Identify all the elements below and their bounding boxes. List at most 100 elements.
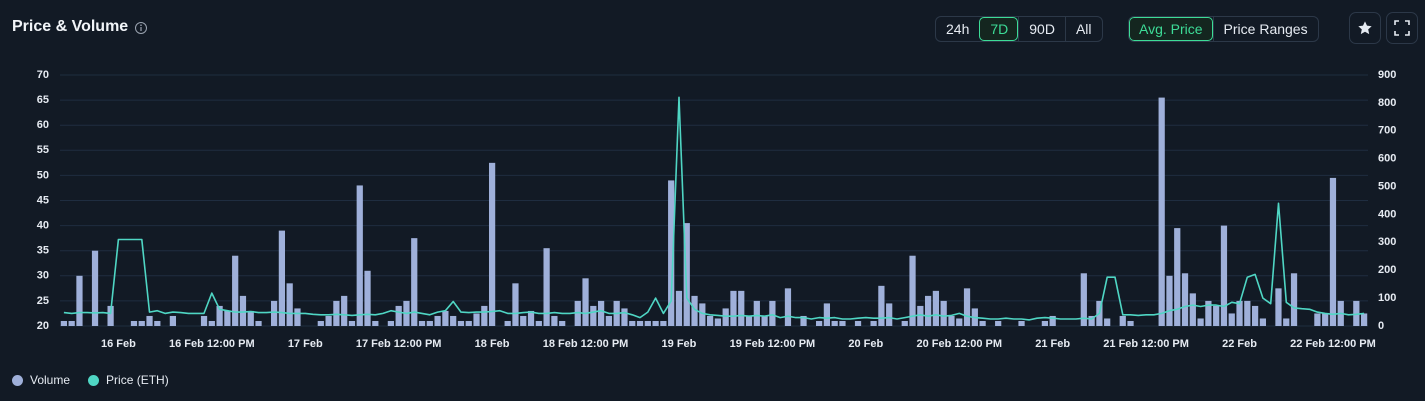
volume-bar	[60, 320, 68, 326]
volume-bar	[815, 320, 823, 326]
x-tick-label: 21 Feb	[1035, 338, 1070, 350]
volume-bar	[683, 223, 690, 326]
volume-bar	[738, 290, 745, 326]
volume-bar	[582, 278, 589, 326]
volume-bar	[317, 320, 324, 326]
volume-bar	[527, 310, 535, 326]
y2-tick-label: 100	[1378, 292, 1396, 304]
volume-bar	[154, 320, 161, 326]
volume-bar	[1127, 320, 1134, 326]
y-tick-label: 25	[37, 295, 49, 307]
volume-bar	[1353, 300, 1360, 326]
y2-tick-label: 900	[1378, 69, 1396, 81]
volume-bar	[1244, 300, 1251, 326]
volume-bar	[200, 315, 208, 326]
range-button[interactable]: 90D	[1018, 17, 1065, 41]
volume-bar	[481, 305, 488, 326]
volume-bar	[216, 305, 223, 326]
volume-bar	[512, 283, 519, 326]
volume-bar	[1104, 318, 1111, 326]
range-button[interactable]: 7D	[979, 17, 1019, 41]
volume-bar	[886, 303, 893, 326]
volume-bar	[652, 320, 659, 326]
view-button[interactable]: Price Ranges	[1212, 17, 1318, 41]
volume-bar	[924, 295, 932, 326]
volume-bar	[442, 310, 449, 326]
volume-bar	[434, 315, 441, 326]
favorite-button[interactable]	[1349, 12, 1381, 44]
volume-bar	[1041, 320, 1049, 326]
legend: Volume Price (ETH)	[12, 373, 169, 387]
y2-tick-label: 500	[1378, 180, 1396, 192]
volume-bar	[1314, 313, 1321, 326]
volume-bar	[1018, 320, 1025, 326]
volume-bar	[1322, 313, 1329, 326]
volume-bar	[387, 320, 395, 326]
y2-tick-label: 400	[1378, 208, 1396, 220]
volume-bar	[597, 300, 605, 326]
x-tick-label: 17 Feb 12:00 PM	[356, 338, 442, 350]
x-tick-label: 21 Feb 12:00 PM	[1103, 338, 1189, 350]
volume-bar	[418, 320, 426, 326]
volume-bar	[364, 270, 371, 326]
volume-bar	[1290, 273, 1298, 326]
volume-bar	[823, 303, 831, 326]
star-icon	[1358, 21, 1372, 35]
volume-bar	[1275, 288, 1282, 326]
volume-bar	[1158, 97, 1165, 326]
legend-swatch	[12, 374, 23, 386]
volume-bar	[917, 305, 924, 326]
range-button[interactable]: All	[1064, 17, 1102, 41]
volume-bar	[831, 320, 838, 326]
volume-bar	[68, 320, 75, 326]
volume-bar	[270, 300, 278, 326]
y-tick-label: 55	[37, 144, 49, 156]
volume-bar	[1283, 318, 1290, 326]
legend-label: Volume	[30, 373, 71, 387]
volume-bar	[169, 315, 177, 326]
volume-bar	[605, 315, 613, 326]
volume-bar	[878, 285, 885, 326]
x-tick-label: 16 Feb	[101, 338, 136, 350]
volume-bar	[551, 315, 558, 326]
volume-bar	[130, 320, 138, 326]
volume-bar	[948, 315, 955, 326]
volume-bar	[1080, 273, 1087, 326]
volume-bar	[1213, 305, 1220, 326]
range-button[interactable]: 24h	[946, 21, 970, 37]
info-icon[interactable]	[134, 21, 148, 35]
volume-bar	[535, 320, 542, 326]
volume-bar	[699, 303, 706, 326]
volume-bar	[146, 315, 153, 326]
volume-bar	[138, 320, 145, 326]
volume-bar	[559, 320, 566, 326]
volume-bar	[1174, 228, 1181, 326]
volume-bar	[1228, 313, 1235, 326]
x-tick-label: 22 Feb	[1222, 338, 1257, 350]
volume-bar	[341, 295, 348, 326]
volume-bar	[488, 162, 496, 326]
volume-bar	[1049, 315, 1056, 326]
legend-item: Volume	[12, 373, 70, 387]
legend-swatch	[88, 374, 100, 386]
volume-bar	[761, 315, 768, 326]
volume-bar	[1360, 313, 1368, 326]
y2-tick-label: 200	[1378, 264, 1396, 276]
volume-bar	[520, 315, 527, 326]
y2-tick-label: 700	[1378, 125, 1396, 137]
volume-bar	[224, 310, 231, 326]
y-tick-label: 40	[37, 220, 49, 232]
volume-bar	[255, 320, 262, 326]
fullscreen-button[interactable]	[1386, 12, 1418, 44]
volume-bar	[1197, 318, 1204, 326]
volume-bar	[356, 185, 363, 326]
chart-title: Price & Volume	[12, 18, 129, 35]
volume-bar	[1088, 315, 1095, 326]
x-tick-label: 20 Feb	[848, 338, 883, 350]
volume-bar	[395, 305, 402, 326]
view-button[interactable]: Avg. Price	[1129, 17, 1213, 41]
volume-bar	[232, 255, 239, 326]
volume-bar	[800, 315, 807, 326]
y2-tick-label: 600	[1378, 153, 1396, 165]
